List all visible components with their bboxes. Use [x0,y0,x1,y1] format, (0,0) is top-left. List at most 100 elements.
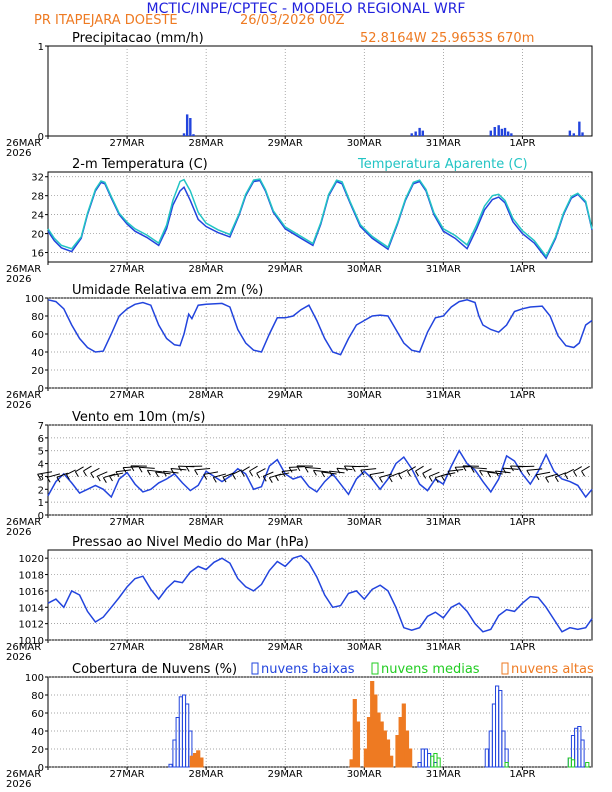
wind-barb-tick [170,468,175,474]
pressure-xtick-label: 28MAR [189,642,224,653]
precip-bar [182,133,186,136]
temp-xtick-label: 30MAR [347,264,382,275]
wind-barb-tick [369,474,374,480]
pressure-frame [47,549,593,641]
wind-barb [139,466,155,469]
clouds-panel: 0 20 40 60 80 100 26MAR 27MAR 28MAR 29MAR 30MAR 31M… [6,662,594,790]
wind-barb-tick [46,477,51,483]
wind-barb [163,470,179,474]
precip-frame [47,45,593,137]
wind-barb-tick [398,473,403,480]
wind-barb [241,466,250,472]
wind-barb [360,468,377,471]
pressure-xtick-label: 26MAR [6,642,41,653]
wind-barb-tick [510,465,514,472]
precip-xtick-label: 30MAR [347,138,382,149]
wind-barb [103,473,116,479]
wind-barb [495,470,511,474]
wind-barb [441,472,456,477]
temp-xtick-label: 28MAR [189,264,224,275]
precip-bar [510,133,513,136]
wind-barb-tick [526,470,531,476]
rh-xtick-label: 26MAR [6,390,41,401]
temp-frame [47,171,593,263]
clouds-legend-swatch [501,662,509,675]
wind-barb-tick [122,467,127,473]
wind-barb-tick [74,471,79,477]
temp-title: 2-m Temperatura (C) [72,157,208,172]
precip-title: Precipitacao (mm/h) [72,31,204,46]
precip-bar [414,131,417,136]
wind-barb [398,469,408,475]
wind-barb [407,466,416,472]
wind-barb [289,466,305,468]
wind-barb-tick [487,471,492,478]
wind-barb [555,472,567,478]
wind-barb [263,471,274,477]
cloud-bar [389,755,394,768]
precip-bar [421,130,424,136]
rh-year-label: 2026 [6,400,31,411]
temp-ytick-label: 16 [31,249,44,260]
wind-barb-tick [379,477,383,483]
cloud-bar [168,763,173,768]
precip-bar [189,118,192,136]
precip-xtick-label: 27MAR [109,138,144,149]
clouds-ytick-label: 60 [31,709,44,720]
rh-xtick-label: 31MAR [426,390,461,401]
temp-panel: 16 20 24 28 32 26MAR 27MAR 28MAR 29MAR 30MAR 31MAR… [6,157,593,285]
wind-barb [123,466,139,469]
rh-ytick-label: 0 [38,384,44,395]
wind-barb-tick [360,469,365,476]
temp-ytick-label: 32 [31,173,44,184]
wind-barb-tick [564,473,569,480]
wind-barb [90,467,100,474]
header-run: 26/03/2026 00Z [240,13,345,28]
wind-barb-tick [177,465,182,472]
temp-xtick-label: 31MAR [426,264,461,275]
pressure-panel: 1010 1012 1014 1016 1018 1020 26MAR 27MAR 28MAR 2… [6,535,593,663]
wind-barb-tick [96,475,101,482]
wind-barb [535,471,551,476]
precip-ytick-label: 0 [38,132,44,143]
pressure-title: Pressao ao Nivel Medio do Mar (hPa) [72,535,309,550]
clouds-xtick-label: 1APR [509,769,535,780]
precip-year-label: 2026 [6,148,31,159]
wind-barb [37,471,53,475]
wind-barb-tick [351,466,356,472]
wind-barb-tick [203,474,208,480]
wind-barb-tick [83,470,87,477]
wind-barb-tick [256,472,261,479]
wind-barb-tick [185,466,190,472]
temp-ytick-label: 20 [31,230,44,241]
rh-ytick-label: 80 [31,312,44,323]
precip-bar [578,121,581,136]
precip-bar [497,125,500,136]
temp-series-line [47,178,593,258]
clouds-xtick-label: 31MAR [426,769,461,780]
temp-year-label: 2026 [6,274,31,285]
cloud-bar [585,762,590,768]
precip-bar [185,114,189,136]
wind-xtick-label: 27MAR [109,517,144,528]
temp-ytick-label: 24 [31,211,44,222]
wind-barb [581,465,590,472]
wind-panel: 0 1 2 34 5 6 7 26MAR 27MAR 28MAR 29MAR 30MAR 31MAR 1A… [6,410,593,538]
wind-barb [305,466,321,470]
clouds-xtick-label: 30MAR [347,769,382,780]
pressure-ytick-label: 1016 [19,587,44,598]
header-location: PR ITAPEJARA DOESTE [34,13,178,28]
wind-barb [321,471,337,475]
cloud-bar [385,739,391,768]
wind-barb-tick [388,476,393,483]
pressure-year-label: 2026 [6,652,31,663]
wind-barb-tick [336,468,341,474]
wind-barb-tick [502,467,507,474]
precip-xtick-label: 26MAR [6,138,41,149]
wind-barb-tick [288,467,293,473]
wind-barb-tick [212,477,217,483]
pressure-xtick-label: 29MAR [268,642,303,653]
wind-barb-tick [56,476,61,483]
pressure-xtick-label: 1APR [509,642,535,653]
wind-barb-tick [328,470,333,477]
